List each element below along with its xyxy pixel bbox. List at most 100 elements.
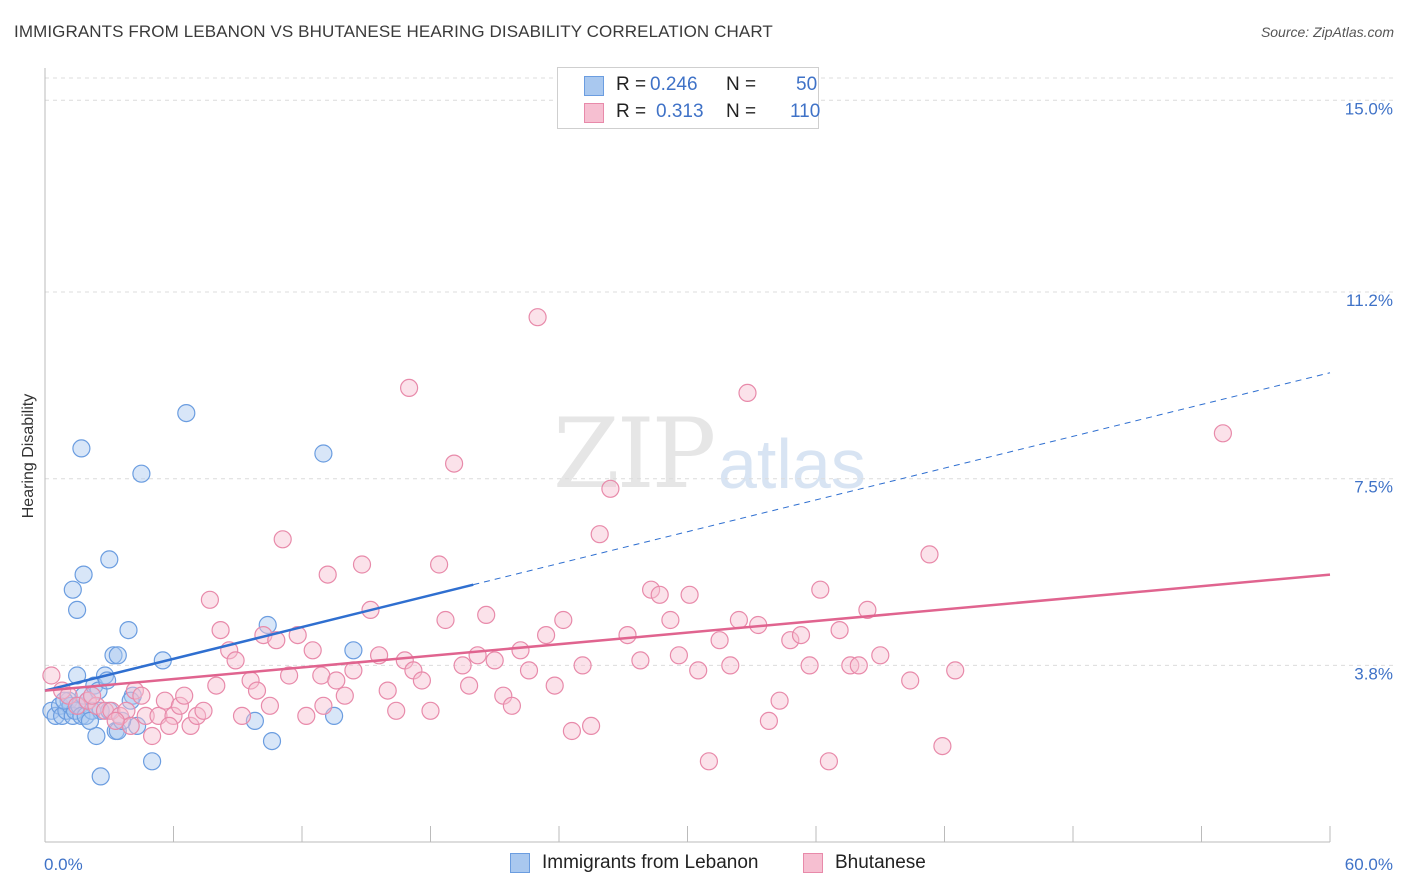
bhutanese-point xyxy=(573,656,592,675)
lebanon-point xyxy=(177,404,196,423)
legend-r-label: R = xyxy=(616,74,647,95)
lebanon-trend-line xyxy=(44,583,474,692)
bhutanese-point xyxy=(562,721,582,741)
bhutanese-point xyxy=(436,610,455,630)
bhutanese-point xyxy=(430,555,449,574)
bhutanese-point xyxy=(327,671,346,690)
lebanon-point xyxy=(143,752,162,771)
lebanon-point xyxy=(87,726,106,746)
bhutanese-point xyxy=(511,641,530,660)
bhutanese-point xyxy=(901,671,920,690)
bhutanese-point xyxy=(468,646,487,665)
bhutanese-point xyxy=(641,580,661,599)
legend-r-label: R = xyxy=(616,101,647,122)
bhutanese-point xyxy=(207,676,226,695)
legend-n-value: 110 xyxy=(790,101,821,122)
bhutanese-point xyxy=(143,726,162,746)
bhutanese-point xyxy=(260,696,279,715)
legend-swatch-bhutanese xyxy=(803,853,823,873)
bhutanese-point xyxy=(849,656,868,675)
source-label: Source: ZipAtlas.com xyxy=(1260,24,1394,40)
bhutanese-point xyxy=(631,651,650,670)
legend-item-bhutanese: Bhutanese xyxy=(803,850,963,878)
legend-swatch-lebanon xyxy=(510,853,530,873)
bhutanese-point xyxy=(519,661,539,680)
bhutanese-point xyxy=(721,656,740,675)
bhutanese-point xyxy=(314,696,333,715)
lebanon-point xyxy=(258,615,277,635)
bhutanese-point xyxy=(267,631,286,650)
bhutanese-point xyxy=(871,646,890,665)
bhutanese-point xyxy=(661,610,680,630)
x-tick-label: 60.0% xyxy=(1345,855,1393,874)
lebanon-point xyxy=(344,641,363,660)
legend-swatch-lebanon xyxy=(584,76,604,96)
bhutanese-point xyxy=(42,666,61,685)
bhutanese-point xyxy=(477,605,496,625)
bhutanese-point xyxy=(453,656,472,675)
bhutanese-point xyxy=(590,525,609,544)
lebanon-point xyxy=(72,439,91,458)
bhutanese-point xyxy=(485,651,504,670)
lebanon-point xyxy=(262,731,282,751)
bhutanese-point xyxy=(554,610,573,630)
bhutanese-trend-line xyxy=(44,573,1331,692)
bhutanese-point xyxy=(160,716,179,736)
bhutanese-point xyxy=(280,666,299,685)
bhutanese-point xyxy=(400,378,419,397)
bhutanese-point xyxy=(445,454,464,473)
lebanon-point xyxy=(100,550,119,569)
lebanon-point xyxy=(91,767,110,786)
bhutanese-point xyxy=(800,656,819,675)
bhutanese-point xyxy=(729,610,749,630)
bhutanese-point xyxy=(175,686,194,705)
bhutanese-point xyxy=(170,696,189,715)
lebanon-point xyxy=(108,646,127,665)
y-tick-label: 11.2% xyxy=(1346,291,1393,310)
bhutanese-point xyxy=(858,600,877,620)
bhutanese-point xyxy=(689,661,708,680)
bhutanese-point xyxy=(699,752,719,771)
y-tick-label: 15.0% xyxy=(1345,99,1393,118)
bhutanese-point xyxy=(378,681,397,700)
bhutanese-point xyxy=(650,585,669,604)
bhutanese-point xyxy=(273,530,292,549)
lebanon-point xyxy=(119,620,138,640)
legend-swatch-bhutanese xyxy=(584,103,604,123)
legend-item-lebanon: Immigrants from Lebanon xyxy=(510,850,790,878)
bhutanese-point xyxy=(412,671,431,690)
legend-n-label: N = xyxy=(726,74,757,95)
bhutanese-point xyxy=(303,641,322,660)
bhutanese-point xyxy=(136,706,155,726)
correlation-legend: R = 0.246 N = 50 R = 0.313 N = 110 xyxy=(557,67,821,129)
lebanon-point xyxy=(74,565,93,584)
bhutanese-point xyxy=(601,479,620,498)
bhutanese-point xyxy=(106,711,125,731)
legend-n-value: 50 xyxy=(796,74,818,95)
bhutanese-point xyxy=(67,696,87,715)
lebanon-point xyxy=(132,464,151,483)
bhutanese-point xyxy=(710,631,729,650)
bhutanese-point xyxy=(618,625,637,645)
bhutanese-point xyxy=(102,701,121,720)
lebanon-point xyxy=(67,600,87,620)
bhutanese-point xyxy=(946,661,965,680)
bhutanese-point xyxy=(830,620,849,640)
bhutanese-point xyxy=(194,701,213,720)
bhutanese-point xyxy=(1213,424,1233,443)
bhutanese-point xyxy=(352,555,372,574)
x-tick-label: 0.0% xyxy=(44,855,83,874)
bhutanese-point xyxy=(581,716,601,736)
watermark-atlas: atlas xyxy=(718,425,866,503)
bhutanese-point xyxy=(502,696,521,715)
bhutanese-point xyxy=(781,631,800,650)
legend-label-bhutanese: Bhutanese xyxy=(835,852,926,873)
bhutanese-point xyxy=(297,706,316,726)
bhutanese-point xyxy=(335,686,354,705)
lebanon-point xyxy=(63,580,82,599)
bhutanese-point xyxy=(791,625,811,645)
bhutanese-point xyxy=(200,590,219,609)
bhutanese-point xyxy=(247,681,267,700)
bhutanese-point xyxy=(738,383,757,402)
